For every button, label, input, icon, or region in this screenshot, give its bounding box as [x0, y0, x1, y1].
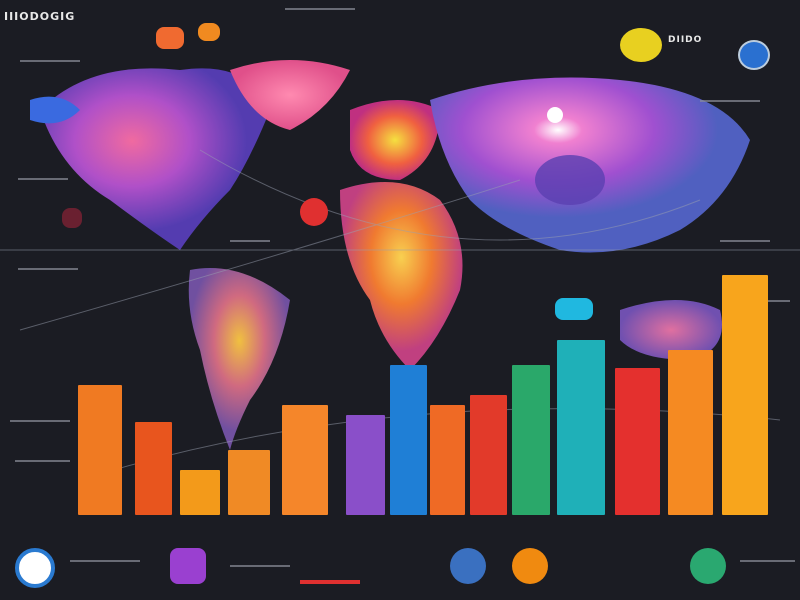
bar-9 [470, 395, 507, 515]
bar-8 [430, 405, 465, 515]
bar-7 [390, 365, 427, 515]
bar-14 [722, 275, 768, 515]
orange-circle-icon[interactable] [512, 548, 548, 584]
globe-icon [738, 40, 770, 70]
green-leaf-icon[interactable] [690, 548, 726, 584]
right-label: DIIDO [668, 35, 703, 45]
continent-south-america [188, 268, 290, 450]
cyan-chip-icon [555, 298, 593, 320]
continent-australia [620, 300, 722, 360]
red-circle-icon [300, 198, 328, 226]
continent-greenland [230, 60, 350, 130]
continent-africa [340, 182, 463, 370]
red-chip-icon [62, 208, 82, 228]
bar-2 [135, 422, 172, 515]
orange-badge-icon [198, 23, 220, 41]
bar-12 [615, 368, 660, 515]
bar-5 [282, 405, 328, 515]
bar-6 [346, 415, 385, 515]
bar-3 [180, 470, 220, 515]
bar-11 [557, 340, 605, 515]
yellow-blob-icon [620, 28, 662, 62]
bar-4 [228, 450, 270, 515]
app-icon-purple[interactable] [170, 548, 206, 584]
continent-europe [350, 100, 440, 180]
bar-10 [512, 365, 550, 515]
continent-north-america [40, 68, 270, 250]
bar-1 [78, 385, 122, 515]
logo-circle-icon[interactable] [15, 548, 55, 588]
orange-badge-icon [156, 27, 184, 49]
fire-icon[interactable] [450, 548, 486, 584]
page-title: IIIODOGIG [4, 10, 76, 23]
bar-13 [668, 350, 713, 515]
